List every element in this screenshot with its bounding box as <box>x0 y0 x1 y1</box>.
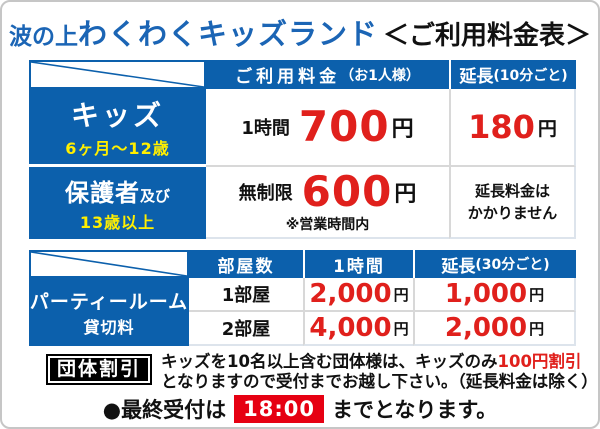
group-discount-line2: となりますので受付までお越し下さい。（延長料金は除く） <box>161 372 598 391</box>
title-brand-name: わくわくキッズランド <box>77 17 378 51</box>
two-rooms-hour-price: 4,000 <box>309 313 392 343</box>
column-header-extension-30: 延長 (30分ごと) <box>413 250 576 278</box>
kids-price-unit: 円 <box>391 117 414 142</box>
column-header-hour: 1時間 <box>303 250 413 278</box>
table-row-two-rooms: 2部屋 4,000 円 2,000 円 <box>189 312 576 346</box>
group-discount-highlight: 100円割引 <box>497 352 582 371</box>
two-rooms-label: 2部屋 <box>189 312 303 346</box>
price-table: ご利用料金 （お1人様） 延長 (10分ごと) キッズ 6ヶ月～12歳 1時間 70… <box>29 60 576 239</box>
guardian-price-note: ※営業時間内 <box>285 216 370 233</box>
group-discount-section: 団体割引 キッズを10名以上含む団体様は、キッズのみ100円割引 となりますので… <box>46 352 598 392</box>
kids-extension-value: 180 <box>468 108 535 146</box>
party-room-table: パーティールーム 貸切料 部屋数 1時間 延長 (30分ごと) 1部屋 2,000… <box>29 250 576 346</box>
diagonal-line <box>31 62 204 87</box>
title-suffix: ＜ご利用料金表＞ <box>383 21 592 51</box>
one-room-label: 1部屋 <box>189 278 303 312</box>
category-kids-age: 6ヶ月～12歳 <box>65 139 170 158</box>
one-room-extension-price: 1,000 <box>444 279 528 309</box>
two-rooms-extension-unit: 円 <box>529 319 545 338</box>
kids-price-condition: 1時間 <box>241 118 290 139</box>
column-header-price-sub: （お1人様） <box>340 67 420 84</box>
column-header-extension-30-sub: (30分ごと) <box>475 257 550 273</box>
one-room-extension-cell: 1,000 円 <box>413 278 576 312</box>
group-discount-line1-pre: キッズを10名以上含む団体様は、キッズのみ <box>161 352 498 371</box>
group-discount-badge: 団体割引 <box>46 354 153 385</box>
price-table-header-row: ご利用料金 （お1人様） 延長 (10分ごと) <box>29 60 576 89</box>
guardian-name-suffix: 及び <box>139 187 170 205</box>
category-guardian-label: 保護者及び <box>65 173 170 208</box>
column-header-rooms: 部屋数 <box>189 250 303 278</box>
column-header-extension-sub: (10分ごと) <box>493 67 568 84</box>
table-row-kids: キッズ 6ヶ月～12歳 1時間 700 円 180 円 <box>29 89 576 167</box>
column-header-extension: 延長 (10分ごと) <box>449 60 576 89</box>
kids-price-value: 700 <box>298 102 390 151</box>
diagonal-header-cell <box>29 60 206 89</box>
party-room-left-column: パーティールーム 貸切料 <box>29 250 189 346</box>
final-reception-pre: ●最終受付は <box>102 398 227 422</box>
one-room-extension-unit: 円 <box>529 285 545 304</box>
kids-price-cell: 1時間 700 円 <box>206 89 449 167</box>
party-room-right-area: 部屋数 1時間 延長 (30分ごと) 1部屋 2,000 円 1,000 円 2部… <box>189 250 576 346</box>
one-room-hour-unit: 円 <box>393 285 409 304</box>
guardian-extension-line1: 延長料金は <box>474 182 550 200</box>
one-room-hour-price: 2,000 <box>309 279 392 309</box>
diagonal-header-cell-2 <box>29 250 189 278</box>
two-rooms-hour-unit: 円 <box>393 319 409 338</box>
one-room-hour-cell: 2,000 円 <box>303 278 413 312</box>
column-header-extension-30-main: 延長 <box>441 256 476 277</box>
group-discount-text: キッズを10名以上含む団体様は、キッズのみ100円割引 となりますので受付までお… <box>161 352 598 392</box>
title-brand-prefix: 波の上 <box>8 24 78 50</box>
party-room-label-line1: パーティールーム <box>29 290 189 313</box>
group-discount-badge-label: 団体割引 <box>48 356 151 383</box>
group-discount-line1: キッズを10名以上含む団体様は、キッズのみ100円割引 <box>161 352 598 372</box>
category-kids-label: キッズ <box>70 99 164 132</box>
final-reception-time-badge: 18:00 <box>234 395 324 423</box>
final-reception-line: ●最終受付は 18:00 までとなります。 <box>2 394 598 424</box>
column-header-extension-main: 延長 <box>459 67 494 87</box>
guardian-price-cell: 無制限 600 円 ※営業時間内 <box>206 167 449 239</box>
category-cell-party-room: パーティールーム 貸切料 <box>29 278 189 346</box>
two-rooms-hour-cell: 4,000 円 <box>303 312 413 346</box>
column-header-price-main: ご利用料金 <box>235 67 341 87</box>
party-room-label-line2: 貸切料 <box>83 317 135 337</box>
category-guardian-age: 13歳以上 <box>79 213 156 232</box>
two-rooms-extension-price: 2,000 <box>444 313 528 343</box>
guardian-price-unit: 円 <box>394 181 417 207</box>
diagonal-line <box>31 252 187 276</box>
guardian-name: 保護者 <box>64 179 140 207</box>
party-room-header-row: 部屋数 1時間 延長 (30分ごと) <box>189 250 576 278</box>
category-cell-guardian: 保護者及び 13歳以上 <box>29 167 206 239</box>
guardian-extension-line2: かかりません <box>467 204 558 222</box>
page-title: 波の上わくわくキッズランド ＜ご利用料金表＞ <box>2 11 598 53</box>
guardian-extension-cell: 延長料金は かかりません <box>449 167 576 239</box>
guardian-price-value: 600 <box>301 166 393 216</box>
table-row-guardian: 保護者及び 13歳以上 無制限 600 円 ※営業時間内 延長料金は かかりませ… <box>29 167 576 239</box>
guardian-price-condition: 無制限 <box>238 182 293 204</box>
column-header-price: ご利用料金 （お1人様） <box>206 60 449 89</box>
category-cell-kids: キッズ 6ヶ月～12歳 <box>29 89 206 167</box>
final-reception-post: までとなります。 <box>331 398 498 422</box>
two-rooms-extension-cell: 2,000 円 <box>413 312 576 346</box>
table-row-one-room: 1部屋 2,000 円 1,000 円 <box>189 278 576 312</box>
kids-extension-unit: 円 <box>537 117 557 140</box>
kids-extension-cell: 180 円 <box>449 89 576 167</box>
